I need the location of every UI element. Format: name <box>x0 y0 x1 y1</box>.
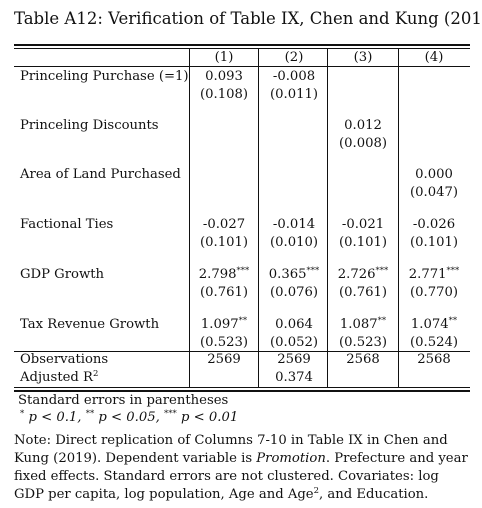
observations-cell: 2569 <box>277 352 311 367</box>
column-divider <box>189 49 190 387</box>
std-error-cell: (0.523) <box>338 335 388 350</box>
std-error-cell: (0.052) <box>269 335 319 350</box>
std-error-cell: (0.523) <box>199 335 249 350</box>
coefficient-cell: 1.087** <box>339 316 387 332</box>
column-header: (2) <box>284 50 304 65</box>
column-header: (1) <box>214 50 234 65</box>
column-header: (4) <box>424 50 444 65</box>
std-error-cell: (0.101) <box>338 235 388 250</box>
se-note: Standard errors in parentheses <box>18 393 229 408</box>
row-label: Tax Revenue Growth <box>20 317 160 332</box>
table-note: Note: Direct replication of Columns 7-10… <box>14 433 468 502</box>
row-label: Princeling Discounts <box>20 118 159 133</box>
coefficient-cell: -0.026 <box>412 217 456 232</box>
column-divider <box>258 49 259 387</box>
std-error-cell: (0.108) <box>199 87 249 102</box>
coefficient-cell: 1.097** <box>200 316 248 332</box>
coefficient-cell: -0.008 <box>272 69 316 84</box>
coefficient-cell: 0.064 <box>275 317 313 332</box>
coefficient-cell: 2.771*** <box>408 266 460 282</box>
row-label: Area of Land Purchased <box>20 167 181 182</box>
row-label: GDP Growth <box>20 267 105 282</box>
std-error-cell: (0.008) <box>338 136 388 151</box>
std-error-cell: (0.010) <box>269 235 319 250</box>
top-rule-thin <box>14 48 470 49</box>
std-error-cell: (0.770) <box>409 285 459 300</box>
coefficient-cell: 2.798*** <box>198 266 250 282</box>
observations-label: Observations <box>20 352 109 367</box>
column-header: (3) <box>353 50 373 65</box>
column-divider <box>327 49 328 387</box>
std-error-cell: (0.076) <box>269 285 319 300</box>
observations-cell: 2568 <box>417 352 451 367</box>
body-rule <box>14 351 470 352</box>
coefficient-cell: 1.074** <box>410 316 458 332</box>
top-rule-thick <box>14 44 470 46</box>
coefficient-cell: -0.014 <box>272 217 316 232</box>
std-error-cell: (0.524) <box>409 335 459 350</box>
std-error-cell: (0.047) <box>409 185 459 200</box>
coefficient-cell: 0.012 <box>344 118 382 133</box>
std-error-cell: (0.101) <box>409 235 459 250</box>
row-label: Factional Ties <box>20 217 114 232</box>
observations-cell: 2569 <box>207 352 241 367</box>
bottom-rule-thick <box>14 390 470 392</box>
table-title: Table A12: Verification of Table IX, Che… <box>14 9 482 28</box>
coefficient-cell: 0.093 <box>205 69 243 84</box>
significance-note: * p < 0.1, ** p < 0.05, *** p < 0.01 <box>20 409 239 425</box>
coefficient-cell: -0.027 <box>202 217 246 232</box>
coefficient-cell: -0.021 <box>341 217 385 232</box>
adj-r2-label: Adjusted R2 <box>20 369 99 385</box>
coefficient-cell: 2.726*** <box>337 266 389 282</box>
row-label: Princeling Purchase (=1) <box>20 69 189 84</box>
std-error-cell: (0.101) <box>199 235 249 250</box>
adj-r2-cell: 0.374 <box>275 370 313 385</box>
std-error-cell: (0.011) <box>269 87 319 102</box>
std-error-cell: (0.761) <box>199 285 249 300</box>
column-divider <box>398 49 399 387</box>
header-rule <box>14 66 470 67</box>
bottom-rule-thin <box>14 387 470 388</box>
std-error-cell: (0.761) <box>338 285 388 300</box>
observations-cell: 2568 <box>346 352 380 367</box>
coefficient-cell: 0.000 <box>415 167 453 182</box>
coefficient-cell: 0.365*** <box>268 266 320 282</box>
